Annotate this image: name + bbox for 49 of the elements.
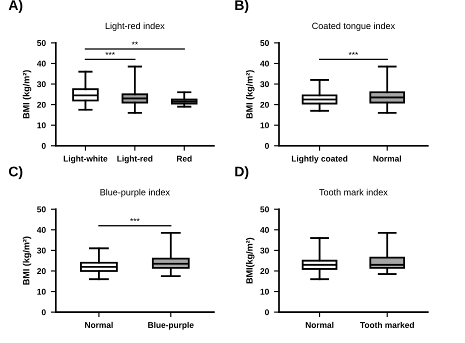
- text: C): [8, 166, 22, 180]
- y-tick-label: 50: [37, 206, 46, 212]
- x-tick-label: Light-white: [64, 155, 108, 164]
- y-tick-label: 20: [260, 102, 269, 108]
- y-tick-label: 40: [260, 227, 269, 233]
- y-tick-label: 50: [260, 206, 269, 212]
- y-tick-label: 40: [36, 227, 46, 233]
- annotation: **: [132, 42, 138, 45]
- y-tick-label: 10: [37, 288, 46, 295]
- x-tick-label: Lightly coated: [292, 155, 348, 164]
- y-tick-label: 0: [264, 142, 269, 149]
- y-axis-title: BMI (kg/m²): [22, 70, 32, 118]
- y-tick-label: 30: [260, 81, 269, 88]
- x-tick-label: Tooth marked: [360, 322, 414, 328]
- y-tick-label: 10: [260, 122, 269, 128]
- y-tick-label: 50: [260, 40, 269, 46]
- y-tick-label: 40: [260, 60, 269, 67]
- x-tick-label: Normal: [373, 155, 401, 162]
- y-tick-label: 30: [37, 248, 46, 254]
- x-tick-label: Light-red: [117, 155, 152, 164]
- y-tick-label: 50: [37, 40, 46, 46]
- text: B): [235, 0, 248, 13]
- y-tick-label: 10: [37, 122, 46, 128]
- chart-title: Coated tongue index: [312, 22, 395, 31]
- y-tick-label: 30: [37, 81, 46, 88]
- text: A): [8, 0, 22, 13]
- y-axis-title: BMI(kg/m²): [246, 238, 254, 284]
- y-axis-title: BMI (kg/m²): [246, 70, 254, 118]
- y-tick-label: 20: [260, 268, 269, 274]
- y-tick-label: 0: [42, 309, 46, 316]
- y-tick-label: 20: [37, 268, 46, 274]
- y-tick-label: 20: [37, 102, 46, 108]
- x-tick-label: Normal: [85, 322, 113, 328]
- chart-title: Light-red index: [106, 22, 165, 31]
- chart-title: Blue-purple index: [100, 188, 170, 198]
- y-tick-label: 0: [264, 309, 269, 316]
- x-tick-label: Normal: [306, 322, 334, 328]
- chart-title: Tooth mark index: [319, 188, 388, 196]
- y-tick-label: 0: [42, 142, 46, 149]
- annotation: ***: [130, 218, 140, 222]
- annotation: ***: [348, 52, 358, 55]
- y-axis-title: BMI (kg/m²): [22, 236, 32, 285]
- x-tick-label: Blue-purple: [148, 322, 194, 330]
- x-tick-label: Red: [176, 155, 192, 162]
- y-tick-label: 30: [260, 248, 269, 254]
- annotation: ***: [105, 52, 115, 55]
- text: D): [235, 166, 248, 180]
- y-tick-label: 10: [260, 288, 269, 295]
- y-tick-label: 40: [36, 60, 46, 67]
